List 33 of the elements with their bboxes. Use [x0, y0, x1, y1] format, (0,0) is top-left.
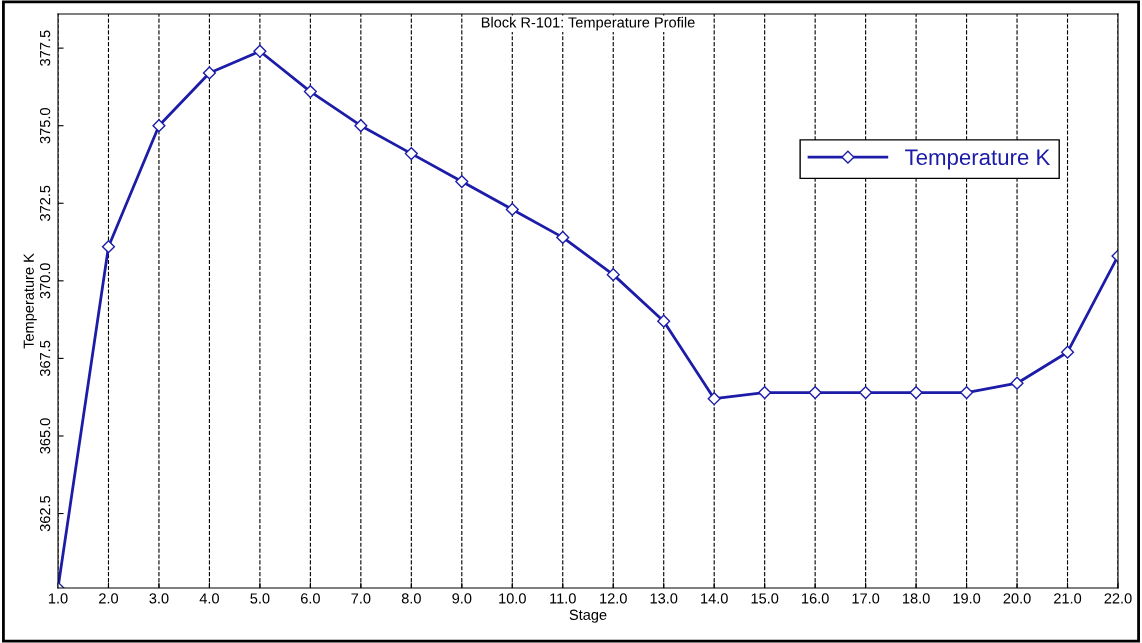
y-tick-label: 372.5 — [39, 185, 51, 221]
x-tick-label: 2.0 — [99, 593, 119, 604]
y-tick-label: 367.5 — [39, 340, 51, 377]
y-tick-label: 370.0 — [39, 263, 51, 299]
x-tick-label: 19.0 — [953, 593, 981, 604]
x-tick-label: 5.0 — [250, 593, 270, 604]
x-axis-title: Stage — [569, 609, 607, 623]
x-tick-label: 18.0 — [903, 593, 930, 604]
x-tick-label: 11.0 — [550, 593, 576, 604]
y-tick-label: 365.0 — [39, 418, 51, 454]
x-tick-label: 15.0 — [751, 593, 779, 604]
x-tick-label: 13.0 — [650, 593, 678, 604]
x-tick-label: 17.0 — [852, 593, 880, 604]
x-tick-label: 6.0 — [300, 593, 320, 604]
x-tick-label: 20.0 — [1003, 593, 1031, 604]
y-tick-label: 377.5 — [39, 30, 51, 66]
y-axis-title: Temperature K — [23, 253, 37, 349]
x-tick-label: 16.0 — [802, 593, 829, 604]
x-tick-label: 9.0 — [452, 593, 472, 604]
x-tick-label: 14.0 — [701, 593, 728, 604]
legend-label: Temperature K — [905, 149, 1051, 170]
chart-title: Block R-101: Temperature Profile — [481, 16, 695, 31]
x-tick-label: 21.0 — [1054, 593, 1082, 604]
y-tick-label: 375.0 — [39, 108, 51, 144]
x-tick-label: 22.0 — [1104, 593, 1132, 604]
x-tick-label: 10.0 — [499, 593, 526, 604]
x-tick-label: 12.0 — [600, 593, 627, 604]
x-tick-label: 3.0 — [149, 593, 169, 604]
x-tick-label: 8.0 — [401, 593, 421, 604]
x-tick-label: 1.0 — [48, 593, 68, 604]
x-tick-label: 7.0 — [351, 593, 371, 604]
x-tick-label: 4.0 — [199, 593, 219, 604]
y-tick-label: 362.5 — [39, 495, 51, 532]
